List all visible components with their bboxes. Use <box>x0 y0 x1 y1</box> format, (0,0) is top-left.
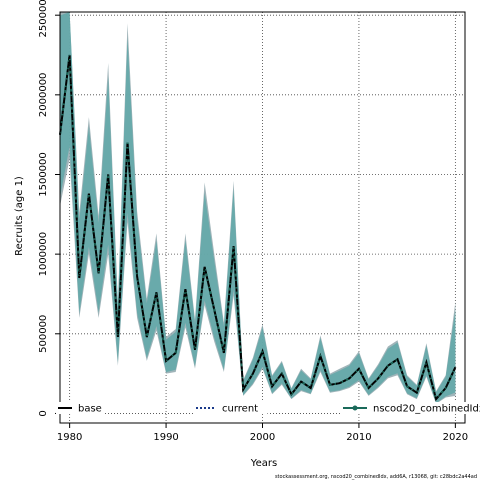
y-tick-label: 2000000 <box>38 73 49 118</box>
y-tick-label: 1500000 <box>38 152 49 197</box>
legend-label: current <box>222 404 258 415</box>
x-tick-label: 1990 <box>153 432 178 443</box>
x-tick-label: 2000 <box>250 432 275 443</box>
y-tick-label: 0 <box>38 410 49 416</box>
legend-item-background <box>341 402 480 414</box>
y-tick-label: 1000000 <box>38 232 49 277</box>
y-tick-label: 500000 <box>38 315 49 353</box>
series-line-nscod20 <box>59 54 457 401</box>
x-tick-label: 2010 <box>346 432 371 443</box>
legend: base current nscod20_combinedIdx <box>56 402 480 415</box>
legend-item-background <box>56 402 105 414</box>
x-tick-label: 1980 <box>57 432 82 443</box>
legend-label: nscod20_combinedIdx <box>373 404 480 415</box>
series-lines <box>59 54 457 402</box>
series-line-current <box>59 54 457 401</box>
legend-item-background <box>194 402 268 414</box>
y-axis-title: Recruits (age 1) <box>14 176 25 256</box>
legend-swatch-dot <box>352 405 358 411</box>
y-tick-label: 2500000 <box>38 0 49 37</box>
legend-label: base <box>78 404 102 415</box>
footer-credit: stockassessment.org, nscod20_combinedIdx… <box>275 474 477 480</box>
x-axis-title: Years <box>250 458 277 469</box>
axis-ticks: 1980 1990 2000 2010 2020 0 500000 1000000 150000… <box>38 0 468 443</box>
x-tick-label: 2020 <box>443 432 468 443</box>
